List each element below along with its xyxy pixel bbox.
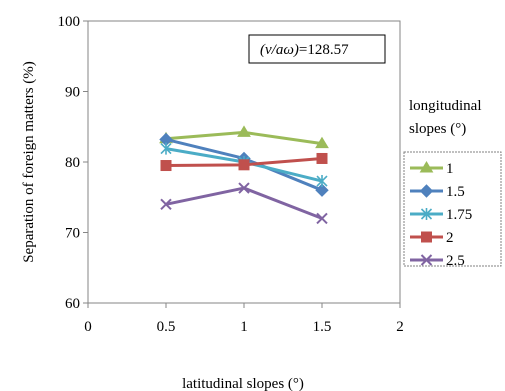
data-point xyxy=(238,159,250,171)
y-tick-label: 60 xyxy=(65,296,80,312)
data-point xyxy=(315,136,329,149)
annotation-prefix: (v/aω) xyxy=(260,42,299,58)
legend-swatch-marker xyxy=(420,208,433,220)
data-point xyxy=(160,160,172,172)
legend-label: 2.5 xyxy=(446,253,465,269)
series-2 xyxy=(160,152,328,172)
legend-label: 1 xyxy=(446,161,454,177)
legend-entry: 2 xyxy=(410,230,454,246)
x-tick-label: 1 xyxy=(240,319,248,335)
y-axis: 60 70 80 90 100 xyxy=(58,14,88,312)
legend-label: 2 xyxy=(446,230,454,246)
legend-title-line2: slopes (°) xyxy=(409,121,466,137)
data-point xyxy=(315,183,329,197)
x-axis: 0 0.5 1 1.5 2 xyxy=(84,303,404,335)
legend-swatch-marker xyxy=(421,231,432,243)
data-point xyxy=(238,182,250,194)
data-point xyxy=(160,198,172,211)
data-point xyxy=(316,152,328,164)
annotation-value: =128.57 xyxy=(299,42,349,58)
x-tick-label: 0 xyxy=(84,319,92,335)
legend: 1 1.5 1.75 2 2.5 xyxy=(410,161,472,269)
data-point xyxy=(316,175,328,188)
annotation-text: (v/aω)=128.57 xyxy=(260,42,349,58)
legend-entry: 1.75 xyxy=(410,207,472,223)
data-point xyxy=(237,125,251,137)
series-2.5 xyxy=(160,182,328,225)
legend-entry: 2.5 xyxy=(410,253,465,269)
y-tick-label: 100 xyxy=(58,14,81,30)
legend-swatch-marker xyxy=(419,161,434,173)
legend-swatch-marker xyxy=(419,184,434,198)
data-point xyxy=(316,212,328,225)
series-layer xyxy=(159,125,329,225)
y-tick-label: 90 xyxy=(65,85,80,101)
y-tick-label: 80 xyxy=(65,155,80,171)
y-axis-title: Separation of foreign matters (%) xyxy=(21,61,37,263)
legend-entry: 1 xyxy=(410,161,454,177)
legend-entry: 1.5 xyxy=(410,184,465,200)
x-tick-label: 1.5 xyxy=(313,319,332,335)
legend-label: 1.5 xyxy=(446,184,465,200)
legend-title-line1: longitudinal xyxy=(409,98,482,114)
annotation-box xyxy=(248,34,386,64)
x-tick-label: 0.5 xyxy=(157,319,176,335)
legend-label: 1.75 xyxy=(446,207,472,223)
legend-box xyxy=(403,151,502,267)
y-tick-label: 70 xyxy=(65,226,80,242)
data-point xyxy=(160,142,172,155)
x-tick-label: 2 xyxy=(396,319,404,335)
legend-swatch-marker xyxy=(420,254,433,266)
x-axis-title: latitudinal slopes (°) xyxy=(182,376,304,391)
